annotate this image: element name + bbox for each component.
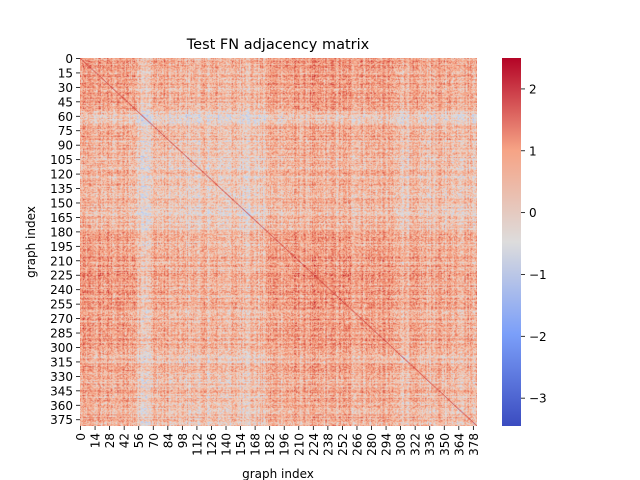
y-tick-label: 300: [50, 341, 73, 355]
x-tick-label: 14: [89, 433, 103, 448]
x-tick-label: 98: [176, 433, 190, 448]
heatmap-plot-area: [80, 58, 477, 426]
x-tick-label: 28: [103, 433, 117, 448]
y-tick-label: 345: [50, 384, 73, 398]
y-tick-label: 135: [50, 182, 73, 196]
y-tick-label: 180: [50, 225, 73, 239]
y-tick-label: 195: [50, 240, 73, 254]
y-tick-label: 165: [50, 211, 73, 225]
x-tick-label: 182: [263, 433, 277, 456]
x-tick-label: 42: [118, 433, 132, 448]
colorbar-tick-label: −3: [529, 392, 547, 406]
x-tick-label: 224: [307, 433, 321, 456]
y-tick-label: 210: [50, 254, 73, 268]
y-axis-label: graph index: [24, 206, 38, 278]
y-tick-label: 270: [50, 312, 73, 326]
x-axis-ticks: 0 14 28 42 56 70 84 98 112 126 140 154 168 182 196 210 2…: [74, 426, 481, 456]
y-tick-label: 360: [50, 399, 73, 413]
y-tick-label: 150: [50, 196, 73, 210]
colorbar-ticks: 2 1 0 −1 −2 −3: [521, 82, 547, 406]
x-tick-label: 196: [278, 433, 292, 456]
x-axis-label: graph index: [242, 467, 314, 480]
y-tick-label: 60: [58, 110, 73, 124]
colorbar-tick-label: 0: [529, 206, 537, 220]
y-tick-label: 375: [50, 413, 73, 427]
y-tick-label: 285: [50, 327, 73, 341]
colorbar-tick-label: −2: [529, 330, 547, 344]
x-tick-label: 168: [249, 433, 263, 456]
colorbar: 2 1 0 −1 −2 −3: [502, 58, 547, 426]
y-tick-label: 0: [65, 52, 73, 66]
x-tick-label: 266: [350, 433, 364, 456]
x-tick-label: 252: [336, 433, 350, 456]
y-tick-label: 225: [50, 269, 73, 283]
x-tick-label: 280: [365, 433, 379, 456]
x-tick-label: 294: [380, 433, 394, 456]
x-tick-label: 126: [205, 433, 219, 456]
y-tick-label: 30: [58, 81, 73, 95]
x-tick-label: 140: [220, 433, 234, 456]
y-tick-label: 120: [50, 168, 73, 182]
y-tick-label: 315: [50, 355, 73, 369]
x-tick-label: 308: [394, 433, 408, 456]
colorbar-tick-label: 2: [529, 82, 537, 96]
heatmap-cells: [80, 58, 477, 426]
y-tick-label: 255: [50, 298, 73, 312]
y-tick-label: 240: [50, 283, 73, 297]
x-tick-label: 210: [292, 433, 306, 456]
chart-title: Test FN adjacency matrix: [186, 37, 370, 53]
x-tick-label: 378: [467, 433, 481, 456]
x-tick-label: 112: [190, 433, 204, 456]
colorbar-gradient: [502, 58, 521, 426]
x-tick-label: 0: [74, 433, 88, 441]
colorbar-tick-label: 1: [529, 144, 537, 158]
y-tick-label: 90: [58, 139, 73, 153]
y-tick-label: 45: [58, 95, 73, 109]
x-tick-label: 70: [147, 433, 161, 448]
colorbar-tick-label: −1: [529, 268, 547, 282]
y-tick-label: 105: [50, 153, 73, 167]
x-tick-label: 84: [161, 433, 175, 448]
x-tick-label: 336: [423, 433, 437, 456]
y-tick-label: 75: [58, 124, 73, 138]
y-tick-label: 15: [58, 66, 73, 80]
x-tick-label: 350: [438, 433, 452, 456]
x-tick-label: 56: [132, 433, 146, 448]
x-tick-label: 154: [234, 433, 248, 456]
x-tick-label: 238: [321, 433, 335, 456]
x-tick-label: 322: [409, 433, 423, 456]
y-axis-ticks: 0153045607590105120135150165180195210225…: [50, 52, 80, 427]
x-tick-label: 364: [452, 433, 466, 456]
y-tick-label: 330: [50, 370, 73, 384]
